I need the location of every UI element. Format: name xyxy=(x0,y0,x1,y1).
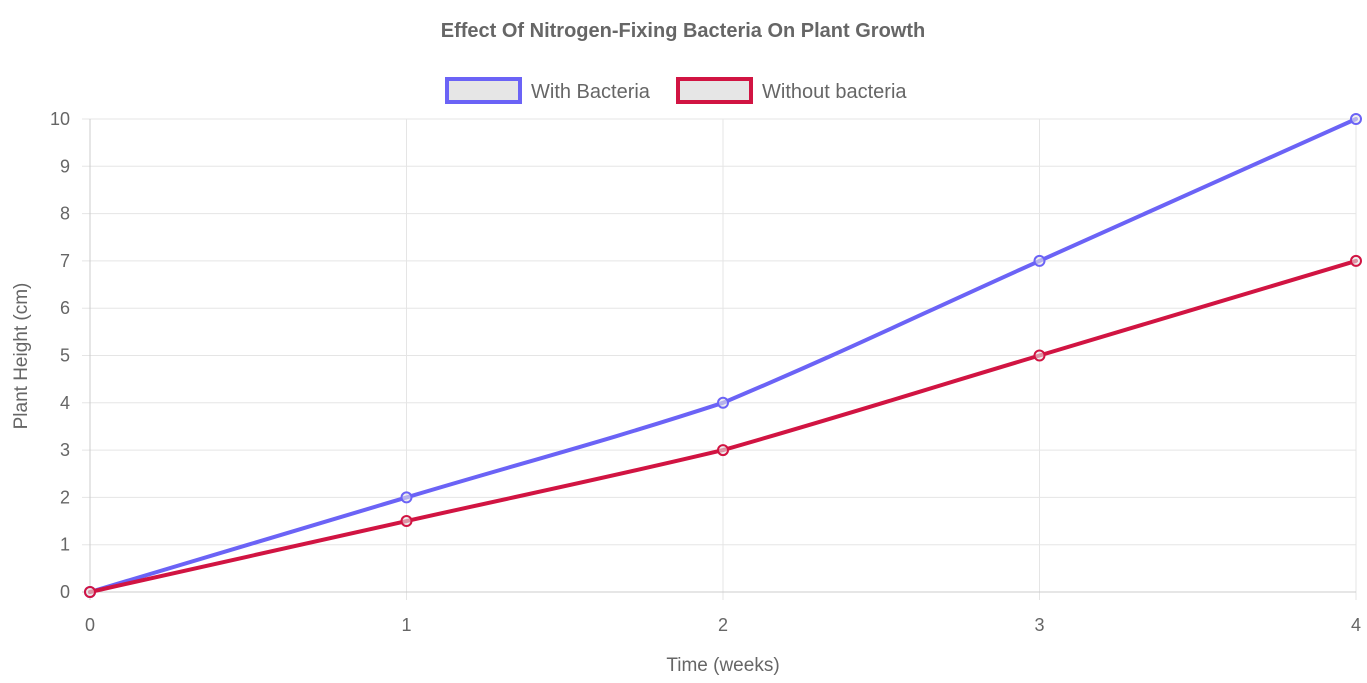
x-tick-label: 1 xyxy=(401,615,411,635)
y-tick-label: 10 xyxy=(50,109,70,129)
chart-title: Effect Of Nitrogen-Fixing Bacteria On Pl… xyxy=(441,20,925,42)
legend: With Bacteria Without bacteria xyxy=(445,77,907,104)
y-tick-label: 8 xyxy=(60,204,70,224)
x-tick-label: 0 xyxy=(85,615,95,635)
data-point-with-bacteria[interactable] xyxy=(400,491,413,504)
data-point-with-bacteria[interactable] xyxy=(717,396,729,409)
y-tick-label: 7 xyxy=(60,251,70,271)
legend-label-with-bacteria[interactable]: With Bacteria xyxy=(531,81,651,103)
data-point-without-bacteria[interactable] xyxy=(1350,254,1362,267)
data-point-with-bacteria[interactable] xyxy=(1033,254,1046,267)
y-tick-label: 3 xyxy=(60,440,70,460)
y-tick-label: 1 xyxy=(60,535,70,555)
legend-label-without-bacteria[interactable]: Without bacteria xyxy=(762,81,907,103)
legend-swatch-with-bacteria[interactable] xyxy=(445,77,522,104)
series-without-bacteria xyxy=(84,254,1362,598)
y-tick-label: 2 xyxy=(60,487,70,507)
data-point-without-bacteria[interactable] xyxy=(1033,349,1046,362)
y-tick-label: 4 xyxy=(60,393,70,413)
tick-labels: 0 1 2 3 4 5 6 7 8 9 10 0 1 2 3 4 xyxy=(50,109,1361,635)
y-tick-label: 6 xyxy=(60,298,70,318)
legend-swatch-without-bacteria[interactable] xyxy=(676,77,753,104)
data-point-without-bacteria[interactable] xyxy=(400,515,413,528)
x-tick-label: 4 xyxy=(1351,615,1361,635)
y-axis-title: Plant Height (cm) xyxy=(11,283,32,430)
axes xyxy=(89,119,1356,593)
x-axis-title: Time (weeks) xyxy=(666,655,779,676)
y-tick-label: 5 xyxy=(60,346,70,366)
x-tick-label: 3 xyxy=(1034,615,1044,635)
data-point-without-bacteria[interactable] xyxy=(717,444,729,457)
data-series xyxy=(84,113,1362,598)
x-tick-label: 2 xyxy=(718,615,728,635)
y-tick-label: 9 xyxy=(60,156,70,176)
grid-lines xyxy=(82,118,1357,600)
data-point-with-bacteria[interactable] xyxy=(1350,113,1362,125)
data-point-without-bacteria[interactable] xyxy=(84,586,96,598)
y-tick-label: 0 xyxy=(60,582,70,602)
